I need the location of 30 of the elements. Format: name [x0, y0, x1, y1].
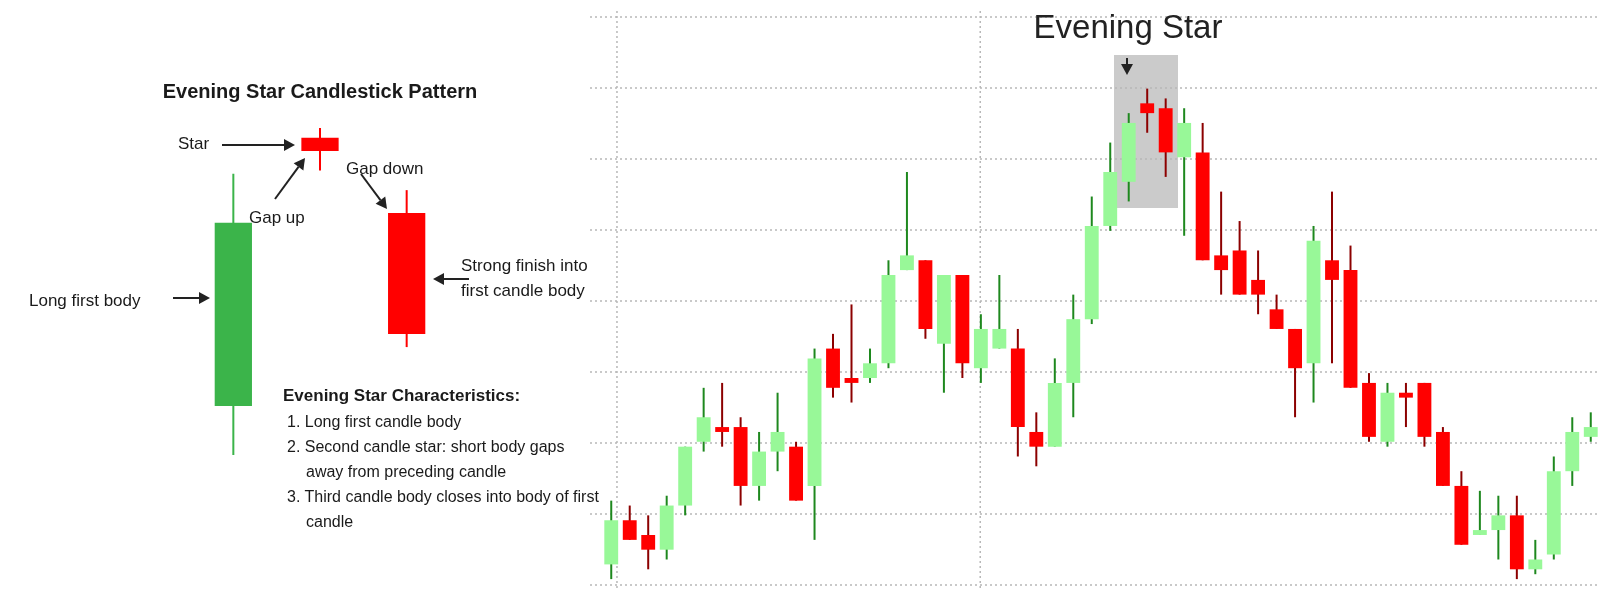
candlestick	[863, 347, 877, 384]
candlestick	[1251, 249, 1266, 316]
text: Evening Star	[1032, 8, 1224, 46]
candlestick	[992, 274, 1007, 350]
annotation: 2. Second candle star: short body gaps away from preceding candle	[287, 437, 566, 482]
text: Long first body	[29, 290, 141, 312]
candlestick	[900, 171, 914, 272]
chart-title: Evening Star Candlestick Pattern	[161, 80, 479, 103]
candlestick	[1399, 381, 1413, 429]
candlestick	[1140, 87, 1155, 134]
candlestick	[844, 303, 859, 404]
text: Strong finish into first candle body	[461, 255, 589, 302]
candlestick	[770, 391, 785, 473]
candlestick	[1472, 489, 1487, 536]
candlestick	[1491, 494, 1506, 561]
annotation: 3. Third candle body closes into body of first candle	[287, 487, 600, 532]
annotation: Evening Star Characteristics:	[283, 385, 521, 407]
annotation: Gap down	[346, 158, 424, 180]
candlestick	[1528, 538, 1543, 576]
annotation: Gap up	[249, 207, 305, 229]
candlestick	[1583, 411, 1598, 443]
annotation: Star	[178, 133, 210, 155]
candlestick	[1269, 293, 1284, 330]
candlestick	[1325, 190, 1339, 365]
annotation: 1. Long first candle body	[287, 412, 463, 432]
candlestick	[715, 381, 730, 448]
candlestick	[641, 514, 656, 571]
candlestick	[622, 504, 637, 541]
candlestick	[1214, 190, 1229, 296]
candlestick	[1029, 411, 1044, 468]
